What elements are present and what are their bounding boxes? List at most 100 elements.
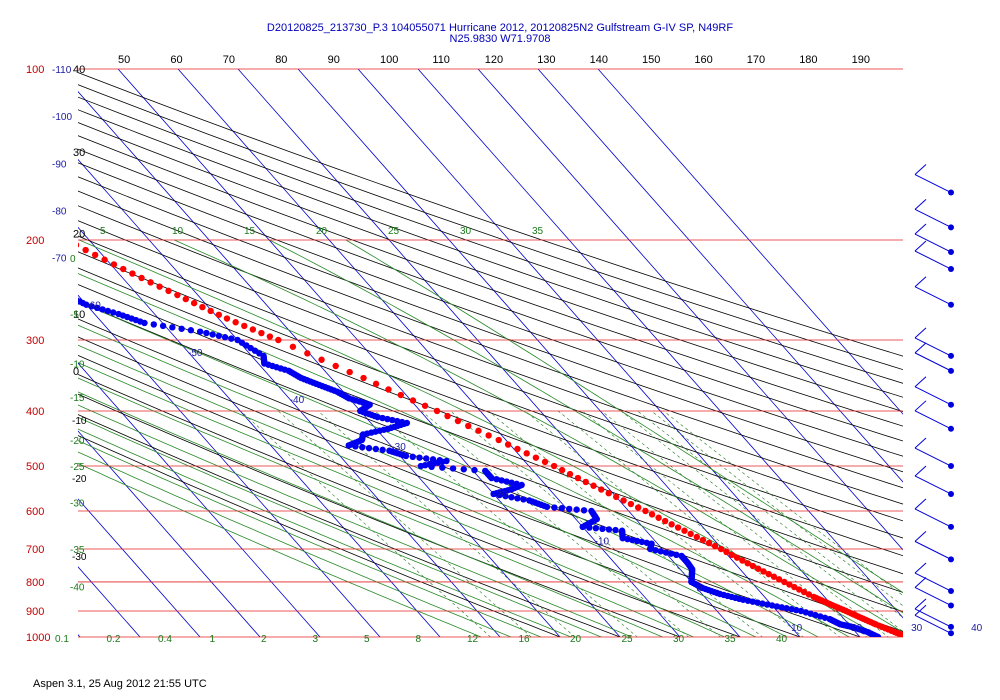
temperature-point — [765, 570, 772, 578]
dewpoint-point — [63, 292, 69, 298]
wind-barb-feather — [914, 604, 927, 616]
mixing-ratio-line — [663, 410, 903, 596]
mixing-ratio-label: 1 — [210, 634, 216, 645]
temperature-point — [723, 548, 730, 556]
temperature-point — [215, 311, 223, 318]
left-black-label: -30 — [72, 552, 87, 563]
moist-adiabat — [78, 440, 542, 637]
pressure-label: 800 — [26, 577, 44, 589]
pressure-label: 500 — [26, 461, 44, 473]
temperature-point — [523, 450, 530, 457]
moist-adiabat — [78, 391, 664, 637]
dry-adiabat — [78, 148, 903, 442]
top-axis-label: 50 — [118, 54, 130, 66]
dewpoint-point — [56, 289, 62, 295]
temperature-point — [110, 261, 118, 268]
dewpoint-point — [398, 418, 406, 426]
mixing-ratio-label: 16 — [519, 634, 531, 645]
left-green-label: -25 — [70, 462, 85, 473]
dewpoint-point — [209, 331, 216, 338]
dewpoint-point — [234, 336, 241, 344]
temperature-point — [346, 368, 353, 376]
dewpoint-point — [159, 322, 167, 330]
temperature-point — [504, 441, 512, 448]
dry-adiabat — [78, 267, 903, 575]
dewpoint-point — [38, 280, 44, 286]
top-axis-label: 130 — [537, 54, 555, 66]
isotherm-label: 40 — [971, 623, 983, 634]
dewpoint-point — [526, 497, 533, 504]
pressure-label: 600 — [26, 506, 44, 518]
dewpoint-point — [178, 325, 185, 332]
temperature-point — [409, 397, 417, 404]
wind-barb-staff — [914, 174, 952, 193]
wind-barb-staff — [914, 614, 952, 634]
dewpoint-point — [508, 494, 515, 501]
dewpoint-point — [764, 601, 771, 608]
dry-adiabat — [78, 235, 903, 539]
wind-barb-staff — [914, 587, 952, 606]
wind-barb-staff — [914, 447, 952, 467]
dry-adiabat — [78, 162, 903, 457]
wind-barb-staff — [914, 352, 952, 372]
dewpoint-point — [573, 506, 580, 513]
temperature-point — [421, 402, 429, 409]
mixing-ratio-label: 35 — [725, 634, 737, 645]
temperature-point — [332, 362, 339, 370]
temperature-point — [805, 591, 813, 598]
temperature-point — [147, 279, 154, 286]
dewpoint-point — [520, 496, 527, 503]
mixing-ratio-line — [374, 410, 638, 637]
dry-adiabat — [78, 135, 903, 427]
wind-barb-feather — [914, 164, 927, 175]
dewpoint-point — [580, 507, 588, 514]
temperature-point — [78, 242, 80, 248]
left-axis-label: 10 — [73, 309, 85, 321]
wind-barb-feather — [914, 577, 927, 588]
temperature-point — [51, 231, 57, 237]
moist-adiabat — [269, 239, 903, 614]
temperature-point — [612, 493, 620, 501]
isotherm-label: -80 — [52, 206, 67, 217]
temperature-point — [454, 417, 462, 425]
temperature-point — [681, 527, 688, 534]
temperature-point — [207, 307, 214, 315]
dry-adiabat — [78, 190, 903, 489]
temperature-point — [275, 336, 282, 344]
dry-adiabat — [78, 393, 682, 637]
dewpoint-point — [508, 479, 515, 486]
dewpoint-point — [592, 524, 600, 532]
dewpoint-point — [416, 454, 423, 461]
dewpoint-point — [42, 282, 48, 288]
dewpoint-point — [221, 334, 229, 341]
mixing-ratio-line — [450, 410, 721, 637]
left-black-label: -10 — [72, 416, 87, 427]
dewpoint-point — [449, 465, 457, 472]
dry-adiabat — [78, 122, 903, 413]
dewpoint-point — [196, 328, 204, 335]
temperature-point — [744, 560, 751, 567]
wind-barb-feather — [914, 240, 927, 252]
dry-adiabat — [78, 414, 622, 637]
dewpoint-point — [605, 526, 613, 533]
top-axis-label: 160 — [694, 54, 712, 66]
wind-barb-feather — [914, 400, 927, 412]
pressure-label: 200 — [26, 235, 44, 247]
temperature-point — [733, 554, 741, 561]
temperature-point — [902, 634, 903, 637]
dewpoint-point — [389, 416, 396, 424]
mixing-ratio-label: 5 — [364, 634, 370, 645]
dewpoint-point — [749, 598, 757, 605]
top-axis-label: 150 — [642, 54, 660, 66]
mixing-ratio-label: 2 — [261, 634, 267, 645]
dewpoint-point — [110, 309, 117, 316]
temperature-point — [156, 283, 163, 290]
temperature-point — [598, 486, 605, 493]
top-axis-label: 70 — [223, 54, 235, 66]
dewpoint-point — [514, 495, 521, 502]
mixing-ratio-line — [524, 410, 804, 637]
wind-barb-staff — [914, 250, 952, 270]
dewpoint-point — [104, 307, 112, 315]
dry-adiabat — [78, 435, 562, 637]
temperature-point — [475, 427, 482, 434]
